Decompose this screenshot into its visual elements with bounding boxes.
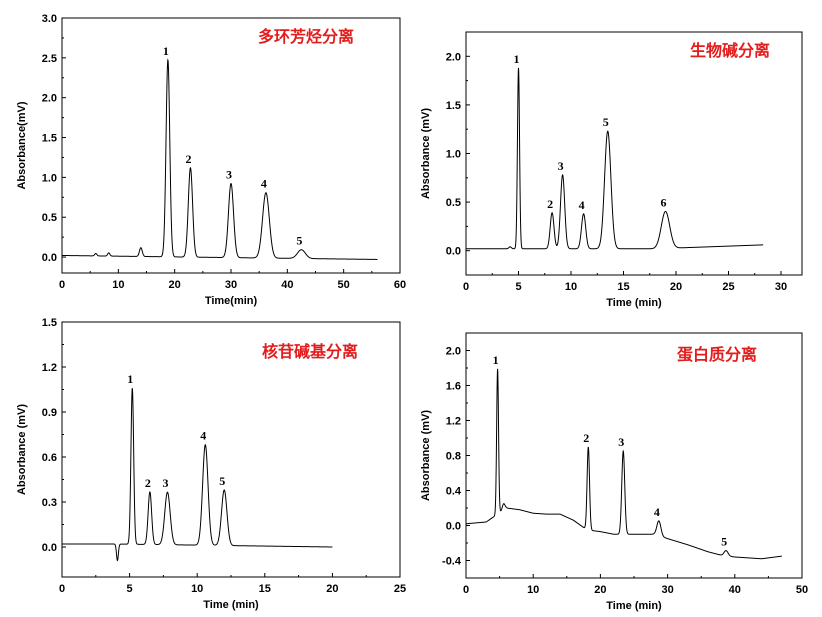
x-tick-label: 10 [565, 281, 577, 293]
x-tick-label: 50 [338, 279, 350, 291]
y-tick-label: 2.0 [446, 51, 461, 63]
peak-label: 1 [514, 52, 520, 66]
peak-label: 4 [654, 505, 660, 519]
y-axis-label: Absorbance(mV) [16, 101, 28, 189]
x-tick-label: 30 [225, 279, 237, 291]
peak-label: 1 [493, 353, 499, 367]
peak-label: 5 [219, 474, 225, 488]
x-tick-label: 25 [394, 583, 406, 595]
x-tick-label: 15 [259, 583, 271, 595]
y-axis-label: Absorbance (mV) [420, 108, 432, 199]
peak-label: 3 [618, 435, 624, 449]
x-tick-label: 5 [515, 281, 521, 293]
y-tick-label: 1.5 [42, 317, 57, 329]
peak-label: 2 [547, 197, 553, 211]
chart-title: 生物碱分离 [690, 41, 770, 60]
x-tick-label: 15 [617, 281, 629, 293]
x-tick-label: 10 [191, 583, 203, 595]
y-tick-label: 2.0 [446, 346, 461, 358]
x-tick-label: 0 [59, 583, 65, 595]
chart-title: 多环芳烃分离 [258, 27, 354, 46]
chromatogram-trace [465, 368, 782, 560]
x-tick-label: 60 [394, 279, 406, 291]
x-tick-label: 0 [463, 584, 469, 596]
chart-title: 蛋白质分离 [677, 345, 757, 364]
x-tick-label: 30 [661, 584, 673, 596]
y-tick-label: 0.0 [446, 521, 461, 533]
chromatogram-trace [62, 388, 333, 562]
x-tick-label: 20 [594, 584, 606, 596]
x-axis-label: Time (min) [606, 297, 662, 309]
x-axis-label: Time (min) [203, 599, 259, 611]
y-tick-label: 0.6 [42, 452, 57, 464]
y-tick-label: 1.0 [42, 172, 57, 184]
x-tick-label: 10 [527, 584, 539, 596]
peak-label: 1 [127, 372, 133, 386]
y-tick-label: 2.0 [42, 93, 57, 105]
plot-frame [465, 332, 803, 579]
x-tick-label: 0 [59, 279, 65, 291]
x-tick-label: 20 [670, 281, 682, 293]
plot-frame [61, 17, 401, 274]
peak-label: 6 [661, 195, 667, 209]
peak-label: 1 [163, 44, 169, 58]
x-tick-label: 50 [796, 584, 808, 596]
x-tick-label: 0 [463, 281, 469, 293]
peak-label: 5 [603, 115, 609, 129]
peak-label: 3 [162, 476, 168, 490]
y-tick-label: 1.0 [446, 149, 461, 161]
y-tick-label: 1.5 [42, 133, 57, 145]
y-tick-label: 0.3 [42, 497, 57, 509]
x-tick-label: 30 [775, 281, 787, 293]
y-tick-label: 3.0 [42, 13, 57, 25]
panel-protein-separation: 0 10 20 30 40 50 -0.4 0.0 0.4 0.8 1.2 1.6 2.0 Time (m… [420, 332, 808, 612]
y-tick-label: 1.2 [42, 362, 57, 374]
y-tick-label: 0.0 [446, 246, 461, 258]
peak-label: 2 [185, 152, 191, 166]
x-tick-label: 20 [169, 279, 181, 291]
y-tick-label: 0.0 [42, 542, 57, 554]
peak-label: 3 [226, 167, 232, 181]
x-tick-label: 40 [281, 279, 293, 291]
peak-label: 4 [579, 198, 585, 212]
y-axis-label: Absorbance (mV) [420, 410, 432, 501]
peak-label: 2 [145, 476, 151, 490]
chromatogram-trace [62, 58, 378, 260]
x-tick-label: 5 [127, 583, 133, 595]
peak-label: 3 [558, 159, 564, 173]
x-tick-label: 25 [722, 281, 734, 293]
peak-label: 5 [721, 535, 727, 549]
x-tick-label: 20 [326, 583, 338, 595]
y-tick-label: 1.2 [446, 416, 461, 428]
peak-label: 4 [200, 429, 206, 443]
panel-pah-separation: 0 10 20 30 40 50 60 0.0 0.5 1.0 1.5 2.0 2.5 3.0 Time(m… [16, 13, 406, 307]
y-tick-label: 0.5 [446, 197, 461, 209]
chart-title: 核苷碱基分离 [262, 342, 358, 361]
y-tick-label: 0.5 [42, 212, 57, 224]
x-axis-label: Time (min) [606, 600, 662, 612]
y-tick-label: 0.9 [42, 407, 57, 419]
y-tick-label: 0.0 [42, 252, 57, 264]
x-axis-label: Time(min) [205, 295, 258, 307]
chromatogram-trace [466, 67, 764, 250]
x-tick-label: 40 [729, 584, 741, 596]
y-tick-label: 1.6 [446, 381, 461, 393]
y-tick-label: 2.5 [42, 53, 57, 65]
peak-label: 4 [261, 177, 267, 191]
y-tick-label: 0.4 [446, 486, 462, 498]
y-tick-label: -0.4 [442, 556, 462, 568]
peak-label: 2 [583, 431, 589, 445]
y-axis-label: Absorbance (mV) [16, 404, 28, 495]
peak-label: 5 [296, 234, 302, 248]
y-tick-label: 1.5 [446, 100, 461, 112]
y-tick-label: 0.8 [446, 451, 461, 463]
x-tick-label: 10 [112, 279, 124, 291]
